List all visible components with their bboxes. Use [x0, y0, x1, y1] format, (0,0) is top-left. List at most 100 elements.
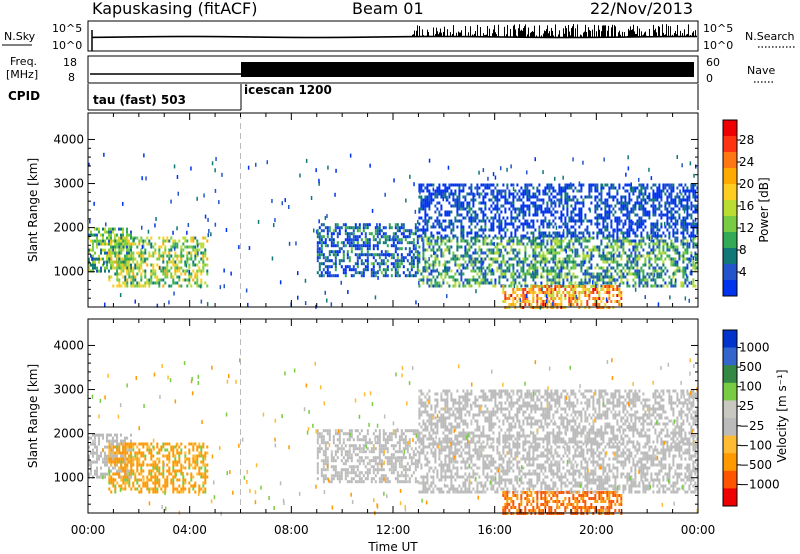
data-cell: [512, 281, 515, 285]
data-cell: [646, 284, 649, 288]
data-cell: [488, 228, 491, 232]
data-cell: [656, 269, 659, 273]
data-cell: [564, 275, 567, 279]
data-cell: [624, 263, 627, 267]
data-cell: [360, 232, 363, 236]
data-cell: [692, 284, 695, 288]
data-cell: [336, 253, 339, 257]
nsearch-dots: [620, 34, 621, 38]
data-cell: [288, 241, 291, 246]
data-cell: [684, 204, 687, 208]
nave-tick-bottom: 0: [706, 72, 713, 85]
data-cell: [382, 268, 385, 272]
nsearch-dots: [629, 30, 630, 37]
nsky-trace: [102, 36, 103, 39]
data-cell: [546, 266, 549, 270]
data-cell: [444, 263, 447, 267]
data-cell: [614, 204, 617, 208]
data-cell: [574, 239, 577, 243]
data-cell: [436, 281, 439, 285]
nsky-trace: [232, 35, 233, 38]
data-cell: [136, 272, 139, 276]
nsky-trace: [104, 36, 105, 39]
nsearch-dots: [634, 31, 635, 37]
data-cell: [364, 235, 367, 239]
data-cell: [360, 244, 363, 248]
nsky-trace: [418, 35, 419, 38]
data-cell: [688, 195, 691, 199]
data-cell: [604, 269, 607, 273]
nsky-trace: [283, 36, 284, 39]
data-cell: [586, 251, 589, 255]
data-cell: [118, 248, 121, 252]
data-cell: [652, 231, 655, 235]
data-cell: [370, 262, 373, 266]
data-cell: [524, 245, 527, 249]
data-cell: [544, 234, 547, 238]
data-cell: [172, 245, 175, 249]
nsky-trace: [116, 36, 117, 38]
data-cell: [166, 272, 169, 276]
data-cell: [616, 254, 619, 258]
data-cell: [136, 260, 139, 264]
data-cell: [692, 204, 695, 208]
data-cell: [552, 195, 555, 199]
data-cell: [440, 207, 443, 211]
nsearch-dots: [599, 29, 600, 38]
data-cell: [340, 259, 343, 263]
data-cell: [604, 219, 607, 223]
data-cell: [564, 266, 567, 270]
data-cell: [636, 198, 639, 202]
nsearch-dots: [460, 32, 461, 37]
data-cell: [620, 269, 623, 273]
data-cell: [522, 210, 525, 214]
data-cell: [544, 231, 547, 235]
data-cell: [472, 210, 475, 214]
data-cell: [648, 260, 651, 264]
data-cell: [164, 272, 167, 276]
data-cell: [670, 183, 673, 187]
data-cell: [356, 247, 359, 251]
nsearch-dots: [577, 24, 578, 38]
nsky-trace: [369, 36, 370, 38]
data-cell: [436, 192, 439, 196]
data-cell: [622, 242, 625, 246]
data-cell: [550, 242, 553, 246]
nsky-trace: [367, 36, 368, 38]
data-cell: [100, 242, 102, 246]
data-cell: [608, 186, 611, 190]
nsearch-dots: [515, 29, 516, 38]
data-cell: [492, 207, 495, 211]
data-cell: [482, 201, 485, 205]
data-cell: [496, 183, 499, 187]
data-cell: [480, 278, 483, 282]
data-cell: [580, 263, 583, 267]
data-cell: [182, 278, 185, 282]
data-cell: [378, 241, 381, 245]
data-cell: [434, 278, 437, 282]
data-cell: [470, 260, 473, 264]
data-cell: [508, 294, 511, 297]
nsky-trace: [696, 35, 697, 38]
data-cell: [528, 192, 531, 196]
data-cell: [462, 236, 465, 240]
data-cell: [638, 254, 641, 258]
data-cell: [110, 263, 112, 267]
data-cell: [526, 192, 529, 196]
data-cell: [120, 263, 123, 267]
data-cell: [116, 242, 118, 246]
data-cell: [438, 245, 441, 249]
data-cell: [598, 245, 601, 249]
data-cell: [380, 250, 383, 254]
data-cell: [118, 236, 121, 240]
data-cell: [616, 285, 619, 288]
data-cell: [456, 245, 459, 249]
nsearch-dots: [568, 25, 569, 38]
data-cell: [336, 241, 339, 245]
data-cell: [584, 228, 587, 232]
data-cell: [418, 245, 421, 249]
data-cell: [358, 256, 361, 260]
data-cell: [92, 242, 94, 246]
data-cell: [596, 236, 599, 240]
